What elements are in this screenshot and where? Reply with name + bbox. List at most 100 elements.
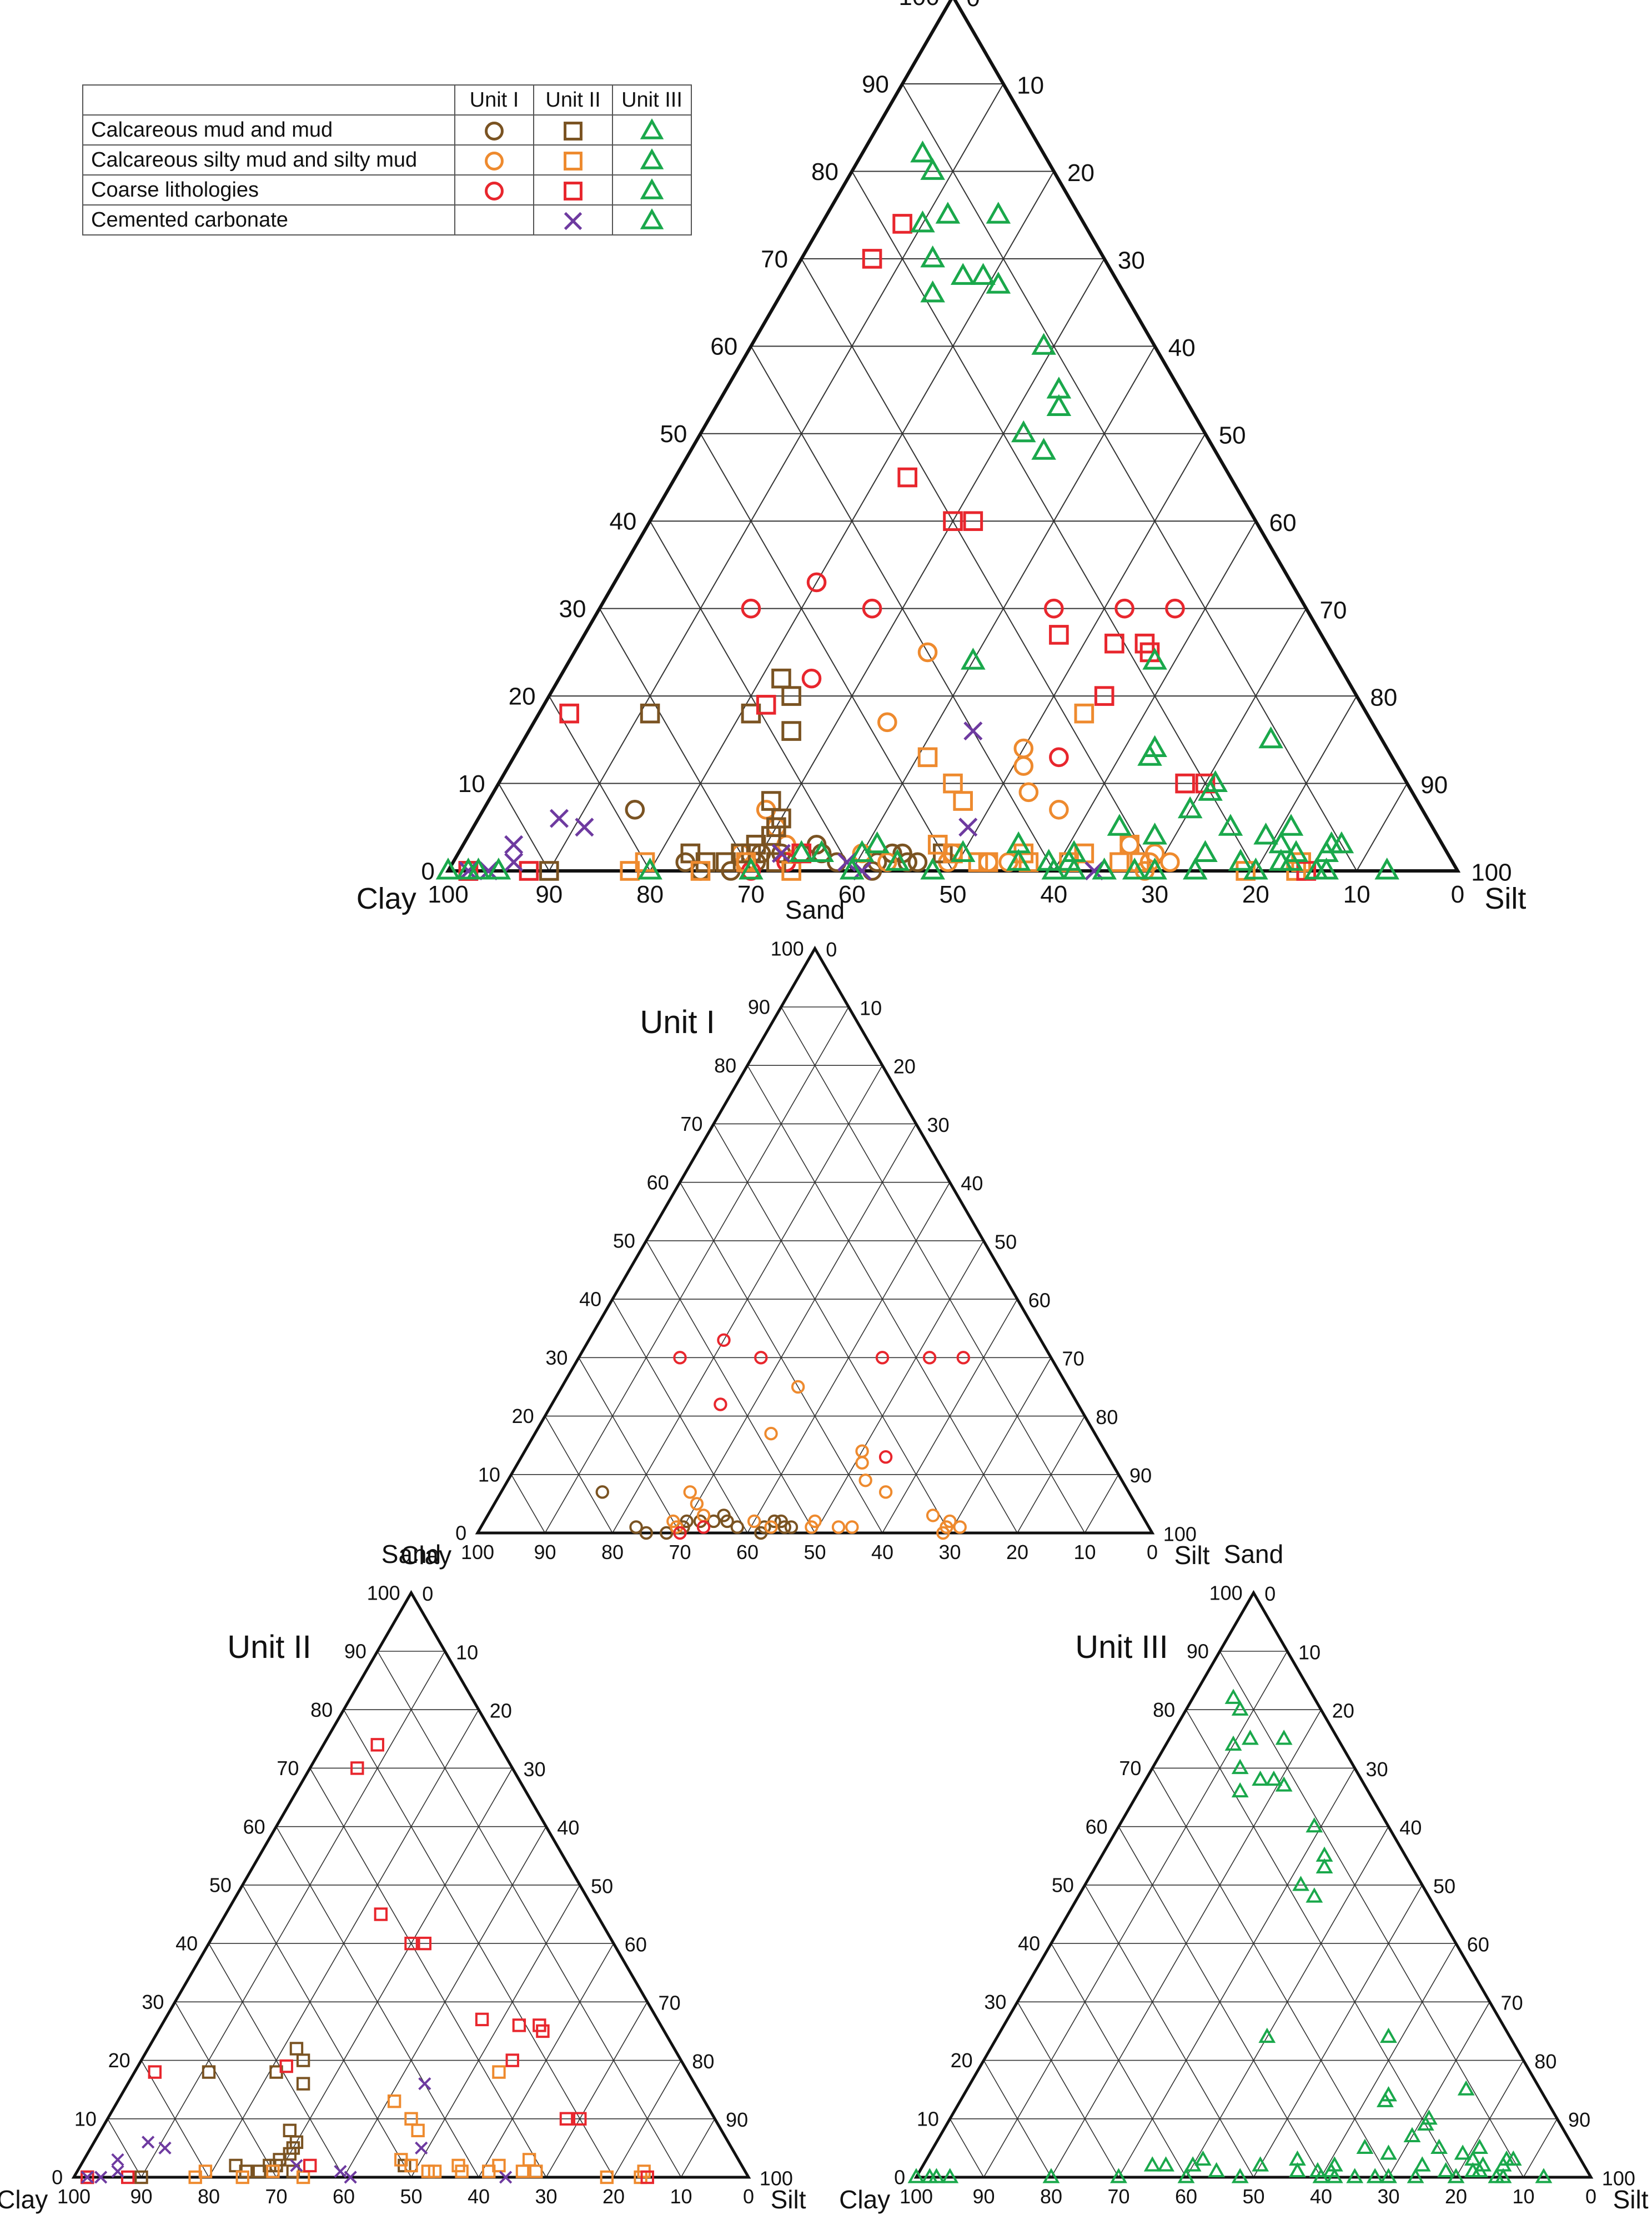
data-point-square (475, 2012, 489, 2027)
tick-label-silt: 20 (1067, 159, 1094, 187)
data-point-circle (831, 1520, 846, 1534)
data-point-triangle (1437, 2162, 1455, 2178)
data-point-triangle (1315, 1858, 1333, 1873)
data-point-circle (683, 1485, 697, 1499)
grid-line-clay (1219, 1651, 1524, 2178)
tick-label-silt: 10 (860, 996, 882, 1019)
tick-label-silt: 60 (625, 1933, 647, 1956)
tick-label-sand: 20 (512, 1405, 534, 1427)
data-point-circle (1119, 834, 1139, 855)
data-point-square (892, 214, 912, 234)
tick-label-sand: 80 (1153, 1698, 1175, 1721)
data-point-circle (741, 598, 761, 619)
data-point-triangle (839, 858, 865, 880)
data-point-triangle (1535, 2168, 1553, 2183)
data-point-circle (878, 1450, 893, 1464)
data-point-triangle (1228, 849, 1253, 871)
data-point-triangle (950, 263, 976, 285)
tick-label-sand: 60 (647, 1171, 669, 1194)
tick-label-sand: 20 (108, 2049, 130, 2072)
data-point-cross (564, 212, 583, 230)
data-point-circle (862, 598, 882, 619)
chart-title: Unit II (227, 1629, 312, 1665)
data-point-triangle (986, 202, 1011, 224)
grid-line-silt (1320, 1943, 1457, 2178)
legend-symbol (612, 114, 692, 146)
data-point-square (559, 2112, 574, 2126)
data-point-circle (1114, 598, 1134, 619)
data-point-circle (764, 1426, 778, 1441)
data-point-circle (660, 1526, 674, 1540)
tick-label-silt: 50 (1219, 422, 1246, 449)
grid-line-silt (814, 1240, 984, 1534)
grid-line-clay (700, 433, 953, 871)
legend-row: Calcareous mud and mud (82, 114, 692, 146)
tick-label-sand: 40 (175, 1932, 198, 1955)
vertex-label-silt: Silt (1174, 1541, 1210, 1570)
grid-line-clay (578, 1357, 681, 1534)
data-point-square (266, 2164, 280, 2178)
grid-line-clay (646, 1240, 816, 1534)
data-point-circle (754, 1526, 768, 1540)
tick-label-sand: 10 (917, 2107, 939, 2130)
tick-label-silt: 70 (1501, 1992, 1523, 2014)
data-point-cross (852, 861, 872, 881)
tick-label-silt: 80 (1370, 684, 1397, 711)
vertex-label-clay: Clay (839, 2185, 890, 2214)
tick-label-silt: 10 (456, 1641, 478, 1663)
grid-line-clay (242, 1885, 412, 2178)
data-point-square (564, 122, 583, 141)
data-point-triangle (1471, 2162, 1488, 2178)
tick-label-sand: 70 (761, 245, 788, 273)
grid-line-silt (1053, 520, 1257, 871)
data-point-circle (690, 1497, 704, 1511)
tick-label-clay: 60 (736, 1541, 759, 1563)
data-point-square (1109, 852, 1129, 873)
tick-label-sand: 90 (1187, 1640, 1209, 1663)
data-point-triangle (1258, 726, 1283, 749)
data-point-circle (784, 1520, 799, 1534)
data-point-square (279, 2059, 293, 2073)
data-point-circle (714, 1397, 727, 1411)
data-point-square (781, 721, 801, 741)
grid-line-clay (713, 1124, 951, 1534)
series-unit-ii-coarse-lithologies (81, 1738, 654, 2184)
legend-symbol (454, 144, 534, 176)
data-point-triangle (1218, 814, 1243, 836)
data-point-triangle (486, 858, 511, 880)
data-point-square (418, 1936, 431, 1951)
data-point-triangle (1243, 858, 1268, 880)
data-point-square (198, 2164, 213, 2178)
tick-label-clay: 20 (1242, 881, 1269, 908)
data-point-circle (907, 852, 928, 873)
legend-table: Unit I Unit II Unit III Calcareous mud a… (82, 84, 692, 235)
data-point-square (862, 249, 882, 269)
series-unit-iii (435, 140, 1400, 880)
data-point-square (296, 2077, 310, 2091)
data-point-circle (764, 1520, 778, 1534)
tick-label-sand: 0 (455, 1522, 466, 1545)
data-point-cross (499, 2171, 513, 2184)
tick-label-silt: 50 (591, 1875, 613, 1897)
legend-header-unit-3: Unit III (612, 84, 692, 116)
tick-label-silt: 30 (927, 1114, 950, 1136)
tick-label-clay: 50 (940, 881, 967, 908)
grid-line-silt (1017, 1416, 1086, 1534)
legend-symbol (612, 144, 692, 176)
grid-line-clay (599, 608, 752, 871)
legend-label: Cemented carbonate (82, 204, 455, 235)
tick-label-silt: 20 (490, 1700, 512, 1722)
data-point-triangle (1157, 2156, 1174, 2172)
data-point-square (519, 861, 539, 881)
tick-label-sand: 40 (1018, 1932, 1040, 1955)
data-point-triangle (910, 210, 935, 233)
data-point-square (404, 2158, 418, 2173)
data-point-triangle (935, 202, 961, 224)
tick-label-silt: 0 (826, 938, 837, 961)
data-point-square (148, 2065, 162, 2079)
tick-label-silt: 60 (1028, 1289, 1051, 1312)
data-point-circle (1044, 598, 1064, 619)
data-point-cross (142, 2136, 155, 2149)
data-point-circle (922, 1351, 937, 1365)
